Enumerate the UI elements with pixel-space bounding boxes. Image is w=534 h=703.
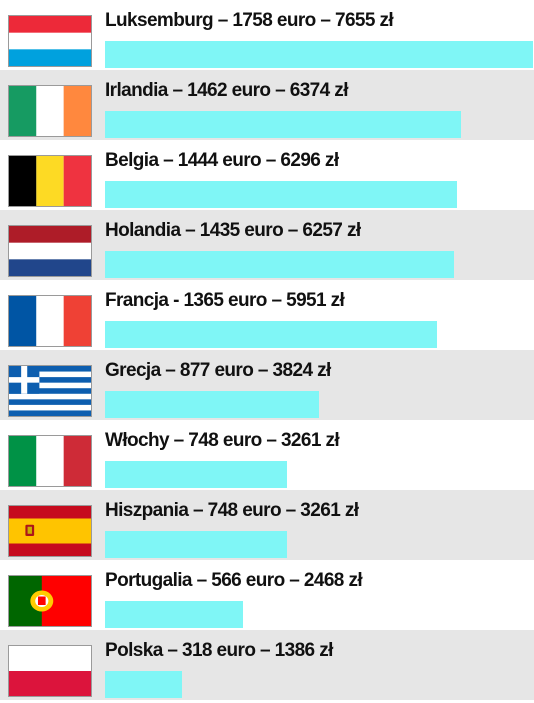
- bar: [105, 671, 182, 698]
- bar: [105, 531, 287, 558]
- chart-row-9: Polska – 318 euro – 1386 zł: [0, 630, 534, 700]
- data-label: Grecja – 877 euro – 3824 zł: [105, 360, 331, 381]
- greece-flag-icon: [8, 365, 92, 417]
- bar: [105, 111, 461, 138]
- chart-row-0: Luksemburg – 1758 euro – 7655 zł: [0, 0, 534, 70]
- chart-row-8: Portugalia – 566 euro – 2468 zł: [0, 560, 534, 630]
- belgium-flag-icon: [8, 155, 92, 207]
- data-label: Polska – 318 euro – 1386 zł: [105, 640, 333, 661]
- data-label: Irlandia – 1462 euro – 6374 zł: [105, 80, 348, 101]
- france-flag-icon: [8, 295, 92, 347]
- chart-row-3: Holandia – 1435 euro – 6257 zł: [0, 210, 534, 280]
- data-label: Luksemburg – 1758 euro – 7655 zł: [105, 10, 394, 31]
- data-label: Belgia – 1444 euro – 6296 zł: [105, 150, 339, 171]
- poland-flag-icon: [8, 645, 92, 697]
- luxembourg-flag-icon: [8, 15, 92, 67]
- chart-row-5: Grecja – 877 euro – 3824 zł: [0, 350, 534, 420]
- ireland-flag-icon: [8, 85, 92, 137]
- bar: [105, 601, 243, 628]
- data-label: Francja - 1365 euro – 5951 zł: [105, 290, 345, 311]
- spain-flag-icon: [8, 505, 92, 557]
- chart-row-1: Irlandia – 1462 euro – 6374 zł: [0, 70, 534, 140]
- bar: [105, 391, 319, 418]
- data-label: Włochy – 748 euro – 3261 zł: [105, 430, 340, 451]
- bar: [105, 321, 437, 348]
- portugal-flag-icon: [8, 575, 92, 627]
- netherlands-flag-icon: [8, 225, 92, 277]
- chart-row-4: Francja - 1365 euro – 5951 zł: [0, 280, 534, 350]
- bar: [105, 461, 287, 488]
- bar: [105, 41, 533, 68]
- italy-flag-icon: [8, 435, 92, 487]
- chart-row-7: Hiszpania – 748 euro – 3261 zł: [0, 490, 534, 560]
- bar: [105, 181, 457, 208]
- chart-row-2: Belgia – 1444 euro – 6296 zł: [0, 140, 534, 210]
- data-label: Portugalia – 566 euro – 2468 zł: [105, 570, 363, 591]
- chart-row-6: Włochy – 748 euro – 3261 zł: [0, 420, 534, 490]
- bar: [105, 251, 454, 278]
- data-label: Holandia – 1435 euro – 6257 zł: [105, 220, 361, 241]
- data-label: Hiszpania – 748 euro – 3261 zł: [105, 500, 359, 521]
